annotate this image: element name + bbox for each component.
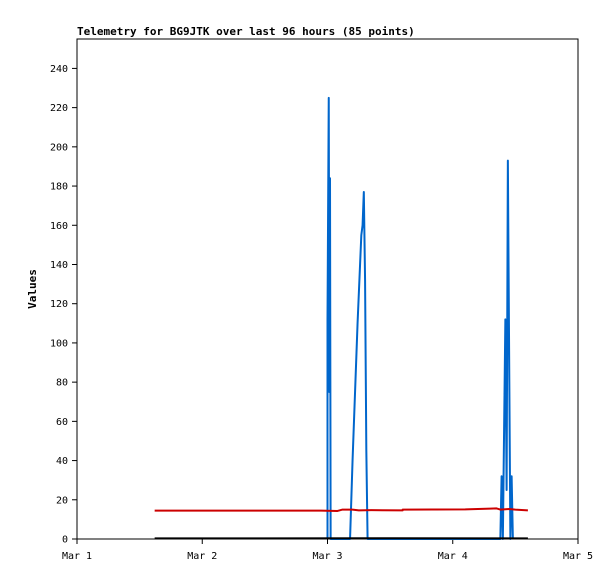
y-tick-label: 100 — [50, 338, 68, 349]
x-tick-label: Mar 3 — [312, 551, 342, 562]
y-tick-label: 80 — [56, 378, 68, 389]
y-tick-label: 240 — [50, 64, 68, 75]
y-tick-label: 200 — [50, 142, 68, 153]
x-tick-label: Mar 5 — [563, 551, 593, 562]
x-tick-label: Mar 4 — [438, 551, 468, 562]
x-axis: Mar 1 Mar 2 Mar 3 Mar 4 Mar 5 — [62, 539, 593, 562]
y-tick-label: 0 — [62, 535, 68, 546]
series-line-2 — [154, 507, 528, 512]
y-tick-label: 60 — [56, 417, 68, 428]
y-tick-label: 160 — [50, 221, 68, 232]
x-tick-label: Mar 2 — [187, 551, 217, 562]
chart-title: Telemetry for BG9JTK over last 96 hours … — [77, 25, 415, 38]
y-tick-label: 220 — [50, 103, 68, 114]
y-tick-label: 140 — [50, 260, 68, 271]
y-axis-label: Values — [26, 269, 39, 309]
y-tick-label: 180 — [50, 182, 68, 193]
y-axis: 0 20 40 60 80 100 120 140 160 180 200 220 240 — [50, 64, 77, 546]
series-line-1 — [326, 96, 514, 540]
y-tick-label: 40 — [56, 456, 68, 467]
y-tick-label: 120 — [50, 299, 68, 310]
series-layer — [154, 96, 528, 540]
y-tick-label: 20 — [56, 495, 68, 506]
x-tick-label: Mar 1 — [62, 551, 92, 562]
